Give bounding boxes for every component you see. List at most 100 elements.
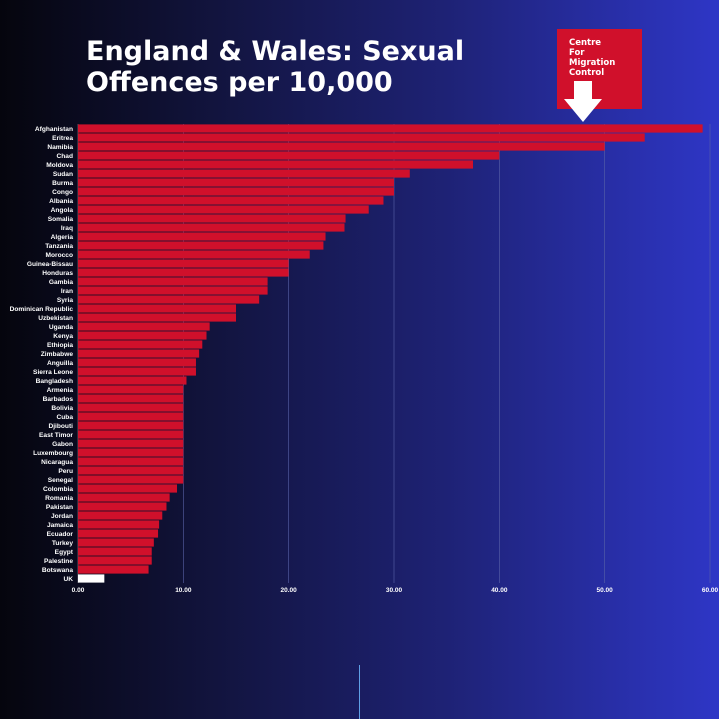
logo-text: Centre For Migration Control: [569, 38, 616, 78]
bar: [78, 502, 167, 511]
bar: [78, 358, 196, 367]
category-label: Botswana: [42, 567, 73, 574]
category-label: Guinea-Bissau: [27, 261, 73, 268]
bar: [78, 241, 324, 250]
bar: [78, 349, 200, 358]
category-label: Eritrea: [52, 135, 73, 142]
bar: [78, 232, 326, 241]
bar: [78, 511, 163, 520]
bar: [78, 178, 394, 187]
bar: [78, 331, 207, 340]
bar: [78, 304, 236, 313]
category-label: Ethiopia: [47, 342, 73, 349]
bar: [78, 250, 310, 259]
bar: [78, 340, 203, 349]
category-label: Luxembourg: [33, 450, 73, 457]
bar: [78, 259, 289, 268]
decorative-line: [359, 665, 360, 719]
bar: [78, 430, 184, 439]
x-tick-label: 10.00: [175, 587, 192, 594]
bar: [78, 412, 184, 421]
category-label: Tanzania: [45, 243, 73, 250]
bar: [78, 484, 178, 493]
category-label: Uzbekistan: [38, 315, 73, 322]
category-label: Kenya: [53, 333, 73, 340]
category-label: Egypt: [55, 549, 74, 556]
bar: [78, 565, 149, 574]
category-label: Pakistan: [46, 504, 73, 511]
bar: [78, 313, 236, 322]
bar: [78, 322, 210, 331]
category-label: Gambia: [49, 279, 74, 286]
bar: [78, 169, 410, 178]
category-label: East Timor: [39, 432, 73, 439]
category-label: Jamaica: [47, 522, 73, 529]
category-label: Ecuador: [47, 531, 74, 538]
bar: [78, 160, 473, 169]
centre-for-migration-control-logo: Centre For Migration Control: [557, 29, 642, 109]
category-label: Congo: [52, 189, 73, 196]
bar: [78, 124, 703, 133]
category-label: Algeria: [51, 234, 74, 241]
bar: [78, 223, 345, 232]
x-axis-ticks: 0.00 10.00 20.00 30.00 40.00 50.00 60.00: [72, 587, 719, 594]
bar: [78, 421, 184, 430]
x-tick-label: 20.00: [281, 587, 298, 594]
category-label: Sudan: [53, 171, 73, 178]
category-label: Afghanistan: [35, 126, 73, 133]
bar: [78, 529, 159, 538]
x-tick-label: 30.00: [386, 587, 403, 594]
x-tick-label: 50.00: [597, 587, 614, 594]
bar: [78, 367, 196, 376]
category-label: Anguilla: [47, 360, 73, 367]
bar: [78, 151, 500, 160]
page-title: England & Wales: Sexual Offences per 10,…: [86, 36, 465, 98]
category-label: Sierra Leone: [33, 369, 73, 376]
category-label: Zimbabwe: [41, 351, 74, 358]
category-label: Cuba: [57, 414, 74, 421]
category-label: Angola: [51, 207, 74, 214]
bar: [78, 547, 152, 556]
bar: [78, 187, 394, 196]
category-label: Iraq: [61, 225, 73, 232]
bar: [78, 556, 152, 565]
bar: [78, 403, 184, 412]
x-tick-label: 40.00: [491, 587, 508, 594]
category-labels: Afghanistan Eritrea Namibia Chad Moldova Suda…: [10, 126, 74, 583]
category-label: Romania: [45, 495, 73, 502]
bar: [78, 457, 184, 466]
category-label: Chad: [57, 153, 73, 160]
category-label: Syria: [57, 297, 73, 304]
x-tick-label: 60.00: [702, 587, 719, 594]
bar: [78, 385, 184, 394]
bar: [78, 286, 268, 295]
category-label: Bangladesh: [36, 378, 73, 385]
bar: [78, 133, 645, 142]
category-label: UK: [63, 576, 73, 583]
bar: [78, 466, 184, 475]
category-label: Namibia: [47, 144, 73, 151]
down-arrow-icon: [564, 81, 602, 122]
bar: [78, 574, 105, 583]
bar: [78, 394, 184, 403]
category-label: Uganda: [49, 324, 74, 331]
bar: [78, 196, 384, 205]
bar: [78, 295, 260, 304]
category-label: Somalia: [48, 216, 74, 223]
category-label: Djibouti: [48, 423, 73, 430]
category-label: Gabon: [52, 441, 73, 448]
category-label: Palestine: [44, 558, 73, 565]
bar: [78, 376, 187, 385]
category-label: Iran: [61, 288, 73, 295]
bar: [78, 475, 184, 484]
category-label: Nicaragua: [41, 459, 73, 466]
bar: [78, 520, 160, 529]
bar: [78, 448, 184, 457]
category-label: Honduras: [42, 270, 73, 277]
category-label: Dominican Republic: [10, 306, 74, 313]
category-label: Barbados: [43, 396, 74, 403]
bar: [78, 142, 605, 151]
bar: [78, 268, 289, 277]
x-tick-label: 0.00: [72, 587, 85, 594]
